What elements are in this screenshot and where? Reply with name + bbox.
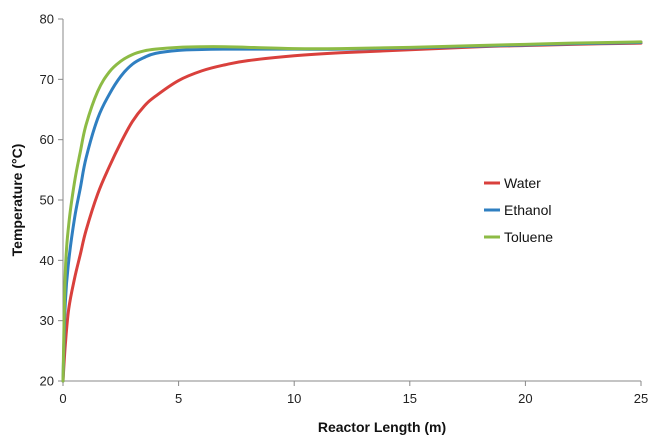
x-axis-title: Reactor Length (m) <box>318 419 446 435</box>
x-axis-ticks: 0 5 10 15 20 25 <box>59 381 648 406</box>
y-tick-label: 20 <box>40 374 54 389</box>
series-lines <box>61 40 643 383</box>
y-tick-label: 40 <box>40 253 54 268</box>
y-tick-label: 50 <box>40 193 54 208</box>
x-tick-label: 20 <box>518 391 532 406</box>
series-line-water <box>61 41 643 383</box>
x-tick-label: 25 <box>634 391 648 406</box>
legend-label-water: Water <box>504 175 541 191</box>
y-axis-title: Temperature (°C) <box>9 144 25 257</box>
x-tick-label: 10 <box>287 391 301 406</box>
x-tick-label: 15 <box>403 391 417 406</box>
x-tick-label: 0 <box>59 391 66 406</box>
series-line-toluene <box>61 40 643 383</box>
x-tick-label: 5 <box>175 391 182 406</box>
legend-label-ethanol: Ethanol <box>504 202 551 218</box>
y-tick-label: 60 <box>40 132 54 147</box>
y-tick-label: 70 <box>40 72 54 87</box>
series-line-ethanol <box>61 41 643 383</box>
y-tick-label: 30 <box>40 313 54 328</box>
legend: Water Ethanol Toluene <box>484 175 553 245</box>
axes <box>62 19 641 382</box>
legend-label-toluene: Toluene <box>504 229 553 245</box>
y-axis-ticks: 20 30 40 50 60 70 80 <box>40 12 63 389</box>
y-tick-label: 80 <box>40 12 54 27</box>
